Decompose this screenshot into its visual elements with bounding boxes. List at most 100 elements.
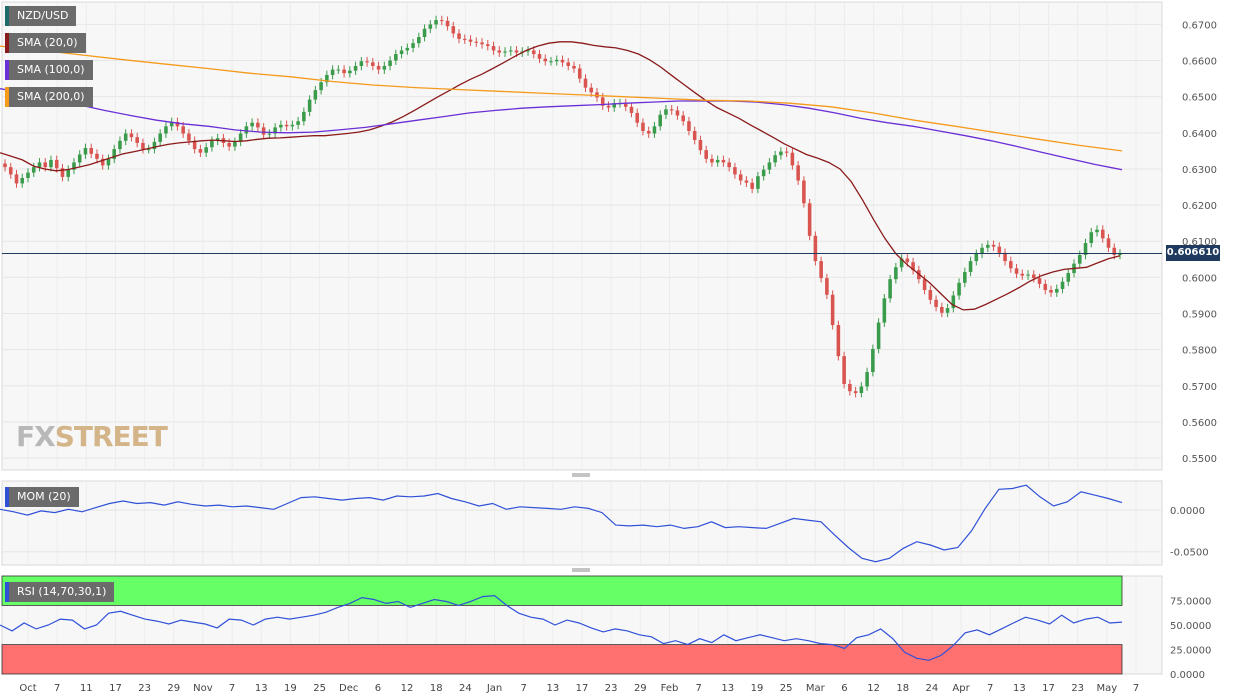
candle-body — [1066, 273, 1071, 282]
sma200-legend[interactable]: SMA (200,0) — [5, 87, 93, 107]
candle-body — [54, 159, 59, 169]
candle-body — [20, 177, 25, 184]
candle-body — [957, 282, 961, 296]
candle-body — [256, 122, 260, 128]
candle-body — [1003, 252, 1007, 262]
mom-legend[interactable]: MOM (20) — [5, 487, 79, 507]
candle-body — [215, 138, 220, 141]
candle-body — [417, 37, 421, 44]
candle-body — [37, 162, 42, 168]
x-tick-label: 18 — [896, 683, 909, 694]
y-tick-label: 0.6700 — [1182, 20, 1217, 31]
candle-body — [572, 65, 576, 69]
candle-body — [26, 172, 30, 178]
y-tick-label: 0.5800 — [1182, 346, 1217, 357]
sma20-legend[interactable]: SMA (20,0) — [5, 33, 86, 53]
candle-body — [623, 103, 628, 107]
candle-body — [773, 155, 777, 163]
candle-body — [49, 159, 53, 168]
candle-body — [457, 33, 461, 39]
candle-body — [1112, 247, 1117, 255]
candle-body — [1049, 290, 1053, 293]
candle-body — [175, 121, 180, 127]
candle-body — [675, 110, 680, 116]
symbol-tag[interactable]: NZD/USD — [5, 6, 77, 26]
candle-body — [376, 65, 381, 70]
rsi-oversold-zone — [1, 644, 1123, 675]
candle-body — [399, 50, 404, 55]
candle-body — [842, 356, 846, 384]
candle-body — [767, 162, 772, 170]
sma100-legend[interactable]: SMA (100,0) — [5, 60, 93, 80]
candle-body — [169, 121, 174, 127]
candle-body — [440, 20, 444, 22]
candle-body — [531, 50, 536, 55]
x-tick-label: 19 — [751, 683, 764, 694]
candle-body — [428, 24, 433, 29]
candle-body — [1106, 238, 1111, 248]
candle-body — [1100, 229, 1105, 239]
candle-body — [146, 149, 151, 151]
candle-body — [348, 70, 352, 74]
candle-body — [577, 68, 582, 79]
candle-body — [905, 258, 910, 263]
candle-body — [106, 158, 111, 166]
rsi-legend[interactable]: RSI (14,70,30,1) — [5, 582, 115, 602]
candle-body — [336, 69, 341, 71]
candle-body — [825, 278, 829, 295]
candle-body — [118, 140, 122, 150]
candle-body — [888, 279, 892, 299]
candle-body — [882, 298, 887, 323]
sma200-line — [0, 45, 1123, 152]
x-tick-label: 7 — [520, 683, 526, 694]
x-tick-label: Feb — [661, 683, 679, 694]
rsi-overbought-zone — [1, 575, 1123, 606]
candle-body — [790, 152, 795, 166]
y-tick-label: 0.6200 — [1182, 201, 1217, 212]
x-tick-label: Nov — [193, 683, 213, 694]
x-tick-label: Jan — [486, 683, 502, 694]
candle-body — [738, 174, 743, 181]
x-tick-label: 24 — [926, 683, 939, 694]
candle-body — [1083, 243, 1088, 255]
candle-body — [991, 244, 996, 247]
candle-body — [486, 44, 490, 47]
candle-body — [589, 87, 594, 93]
x-tick-label: 7 — [987, 683, 993, 694]
mom-y-tick-label: 0.0000 — [1170, 506, 1205, 517]
candle-body — [1060, 281, 1065, 289]
candle-body — [100, 158, 105, 166]
candle-body — [802, 180, 806, 204]
y-tick-label: 0.5700 — [1182, 382, 1217, 393]
y-tick-label: 0.6100 — [1182, 237, 1217, 248]
candle-body — [1077, 254, 1082, 264]
rsi-y-tick-label: 25.0000 — [1170, 646, 1211, 657]
x-tick-label: Apr — [952, 683, 970, 694]
candle-body — [394, 54, 398, 61]
x-tick-label: 13 — [255, 683, 268, 694]
sma20-line — [0, 41, 1121, 311]
x-tick-label: 7 — [229, 683, 235, 694]
candle-body — [238, 133, 243, 142]
sma100-line — [0, 88, 1123, 171]
x-tick-label: 13 — [1013, 683, 1026, 694]
candle-body — [112, 149, 116, 159]
candle-body — [819, 261, 823, 279]
y-tick-label: 0.6400 — [1182, 129, 1217, 140]
candle-body — [164, 126, 168, 134]
x-tick-label: 25 — [313, 683, 326, 694]
candle-body — [583, 78, 588, 88]
candle-body — [463, 38, 467, 40]
rsi-y-tick-label: 0.0000 — [1170, 670, 1205, 681]
candle-body — [296, 121, 300, 125]
candle-body — [330, 69, 335, 76]
candle-body — [129, 133, 134, 138]
candle-body — [756, 176, 760, 189]
candle-body — [744, 180, 749, 183]
candle-body — [261, 127, 266, 135]
candle-body — [928, 290, 933, 300]
candle-body — [382, 65, 387, 70]
candle-body — [669, 109, 674, 111]
candle-body — [1095, 229, 1099, 233]
